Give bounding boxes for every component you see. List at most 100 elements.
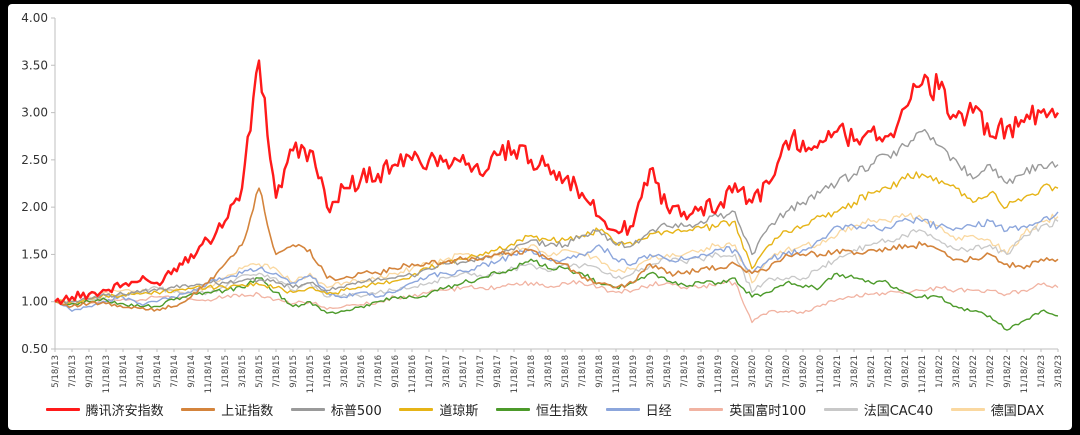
legend-item: 道琼斯 bbox=[399, 400, 478, 419]
legend-item: 上证指数 bbox=[181, 400, 273, 419]
series-line bbox=[54, 279, 1059, 324]
line-chart: 0.50 1.00 1.50 2.00 2.50 3.00 3.50 4.00 5/18/13 7… bbox=[21, 11, 1064, 393]
legend-label: 日经 bbox=[645, 403, 672, 419]
legend-swatch bbox=[950, 407, 985, 411]
x-tick-label: 11/18/13 bbox=[102, 355, 112, 393]
legend-swatch bbox=[399, 407, 434, 411]
legend-swatch bbox=[605, 407, 640, 411]
x-tick-label: 5/18/21 bbox=[867, 355, 877, 388]
x-tick-label: 9/18/16 bbox=[391, 355, 401, 388]
y-tick-label: 2.50 bbox=[21, 153, 48, 167]
legend-label: 上证指数 bbox=[221, 403, 274, 419]
legend-swatch bbox=[181, 407, 216, 411]
y-tick-label: 4.00 bbox=[21, 11, 48, 25]
series-line bbox=[54, 211, 1059, 312]
x-tick-label: 5/18/13 bbox=[51, 355, 61, 388]
legend-label: 腾讯济安指数 bbox=[85, 403, 164, 419]
x-tick-label: 5/18/18 bbox=[561, 355, 571, 388]
legend-swatch bbox=[45, 407, 80, 411]
series-line bbox=[54, 59, 1060, 305]
series-line bbox=[54, 258, 1059, 331]
x-tick-label: 5/18/14 bbox=[153, 355, 163, 388]
x-tick-label: 1/18/21 bbox=[833, 355, 843, 388]
legend-swatch bbox=[290, 407, 325, 411]
x-tick-label: 9/18/13 bbox=[85, 355, 95, 388]
legend-swatch bbox=[496, 407, 530, 411]
x-tick-label: 3/18/23 bbox=[1054, 355, 1064, 388]
x-tick-label: 1/18/23 bbox=[1037, 355, 1047, 388]
x-tick-label: 11/18/19 bbox=[714, 355, 724, 393]
legend-item: 英国富时100 bbox=[689, 400, 806, 419]
x-tick-label: 7/18/14 bbox=[170, 355, 180, 388]
legend-item: 法国CAC40 bbox=[823, 400, 934, 419]
x-tick-label: 11/18/14 bbox=[204, 355, 214, 393]
series-line bbox=[54, 212, 1059, 305]
y-tick-label: 1.00 bbox=[21, 295, 48, 309]
chart-panel: 0.50 1.00 1.50 2.00 2.50 3.00 3.50 4.00 5/18/13 7… bbox=[8, 4, 1072, 430]
x-tick-label: 11/18/22 bbox=[1020, 355, 1030, 393]
x-tick-label: 1/18/17 bbox=[425, 355, 435, 388]
legend-label: 标普500 bbox=[330, 403, 382, 419]
x-tick-label: 5/18/19 bbox=[663, 355, 673, 388]
legend-label: 德国DAX bbox=[990, 403, 1045, 419]
series-line bbox=[54, 171, 1059, 304]
x-tick-label: 7/18/15 bbox=[272, 355, 282, 388]
x-tick-label: 9/18/22 bbox=[1003, 355, 1013, 388]
x-tick-label: 1/18/14 bbox=[119, 355, 129, 388]
legend-label: 道琼斯 bbox=[439, 403, 479, 419]
y-tick-label: 0.50 bbox=[21, 342, 48, 356]
x-tick-label: 3/18/15 bbox=[238, 355, 248, 388]
legend-item: 腾讯济安指数 bbox=[45, 400, 164, 419]
x-tick-label: 1/18/19 bbox=[629, 355, 639, 388]
legend-item: 德国DAX bbox=[950, 400, 1045, 419]
x-tick-label: 5/18/16 bbox=[357, 355, 367, 388]
x-tick-label: 7/18/21 bbox=[884, 355, 894, 388]
x-tick-label: 3/18/14 bbox=[136, 355, 146, 388]
x-tick-label: 7/18/22 bbox=[986, 355, 996, 388]
x-tick-label: 5/18/20 bbox=[765, 355, 775, 388]
x-tick-label: 9/18/15 bbox=[289, 355, 299, 388]
x-tick-label: 3/18/20 bbox=[748, 355, 758, 388]
series-line bbox=[54, 187, 1059, 312]
x-tick-label: 3/18/18 bbox=[544, 355, 554, 388]
legend-item: 恒生指数 bbox=[496, 400, 588, 419]
legend-label: 恒生指数 bbox=[536, 403, 589, 419]
legend: 腾讯济安指数 上证指数 标普500 道琼斯 恒生指数 日经 英国富时100 法国… bbox=[8, 398, 1072, 420]
x-tick-label: 9/18/18 bbox=[595, 355, 605, 388]
x-tick-label: 1/18/20 bbox=[731, 355, 741, 388]
x-tick-label: 7/18/16 bbox=[374, 355, 384, 388]
x-tick-label: 1/18/16 bbox=[323, 355, 333, 388]
x-tick-label: 7/18/13 bbox=[68, 355, 78, 388]
x-tick-label: 9/18/19 bbox=[697, 355, 707, 388]
x-tick-label: 11/18/16 bbox=[408, 355, 418, 393]
series-line bbox=[54, 128, 1059, 305]
y-tick-label: 3.00 bbox=[21, 106, 48, 120]
x-tick-label: 7/18/20 bbox=[782, 355, 792, 388]
x-tick-label: 3/18/22 bbox=[952, 355, 962, 388]
y-tick-label: 3.50 bbox=[21, 58, 48, 72]
legend-item: 标普500 bbox=[290, 400, 382, 419]
x-tick-label: 11/18/20 bbox=[816, 355, 826, 393]
x-tick-label: 9/18/14 bbox=[187, 355, 197, 388]
legend-label: 法国CAC40 bbox=[863, 403, 934, 419]
x-tick-label: 11/18/15 bbox=[306, 355, 316, 393]
x-tick-label: 3/18/16 bbox=[340, 355, 350, 388]
x-tick-label: 5/18/17 bbox=[459, 355, 469, 388]
legend-swatch bbox=[823, 407, 858, 411]
series-line bbox=[54, 218, 1059, 306]
x-tick-label: 7/18/17 bbox=[476, 355, 486, 388]
x-tick-label: 11/18/17 bbox=[510, 355, 520, 393]
x-tick-label: 9/18/20 bbox=[799, 355, 809, 388]
x-tick-label: 3/18/21 bbox=[850, 355, 860, 388]
legend-swatch bbox=[689, 407, 724, 411]
y-tick-label: 2.00 bbox=[21, 200, 48, 214]
x-tick-label: 3/18/19 bbox=[646, 355, 656, 388]
x-tick-label: 7/18/19 bbox=[680, 355, 690, 388]
x-tick-label: 5/18/22 bbox=[969, 355, 979, 388]
x-tick-label: 11/18/18 bbox=[612, 355, 622, 393]
legend-item: 日经 bbox=[605, 400, 672, 419]
x-tick-label: 9/18/17 bbox=[493, 355, 503, 388]
legend-label: 英国富时100 bbox=[729, 403, 807, 419]
x-tick-label: 1/18/22 bbox=[935, 355, 945, 388]
x-tick-label: 1/18/18 bbox=[527, 355, 537, 388]
